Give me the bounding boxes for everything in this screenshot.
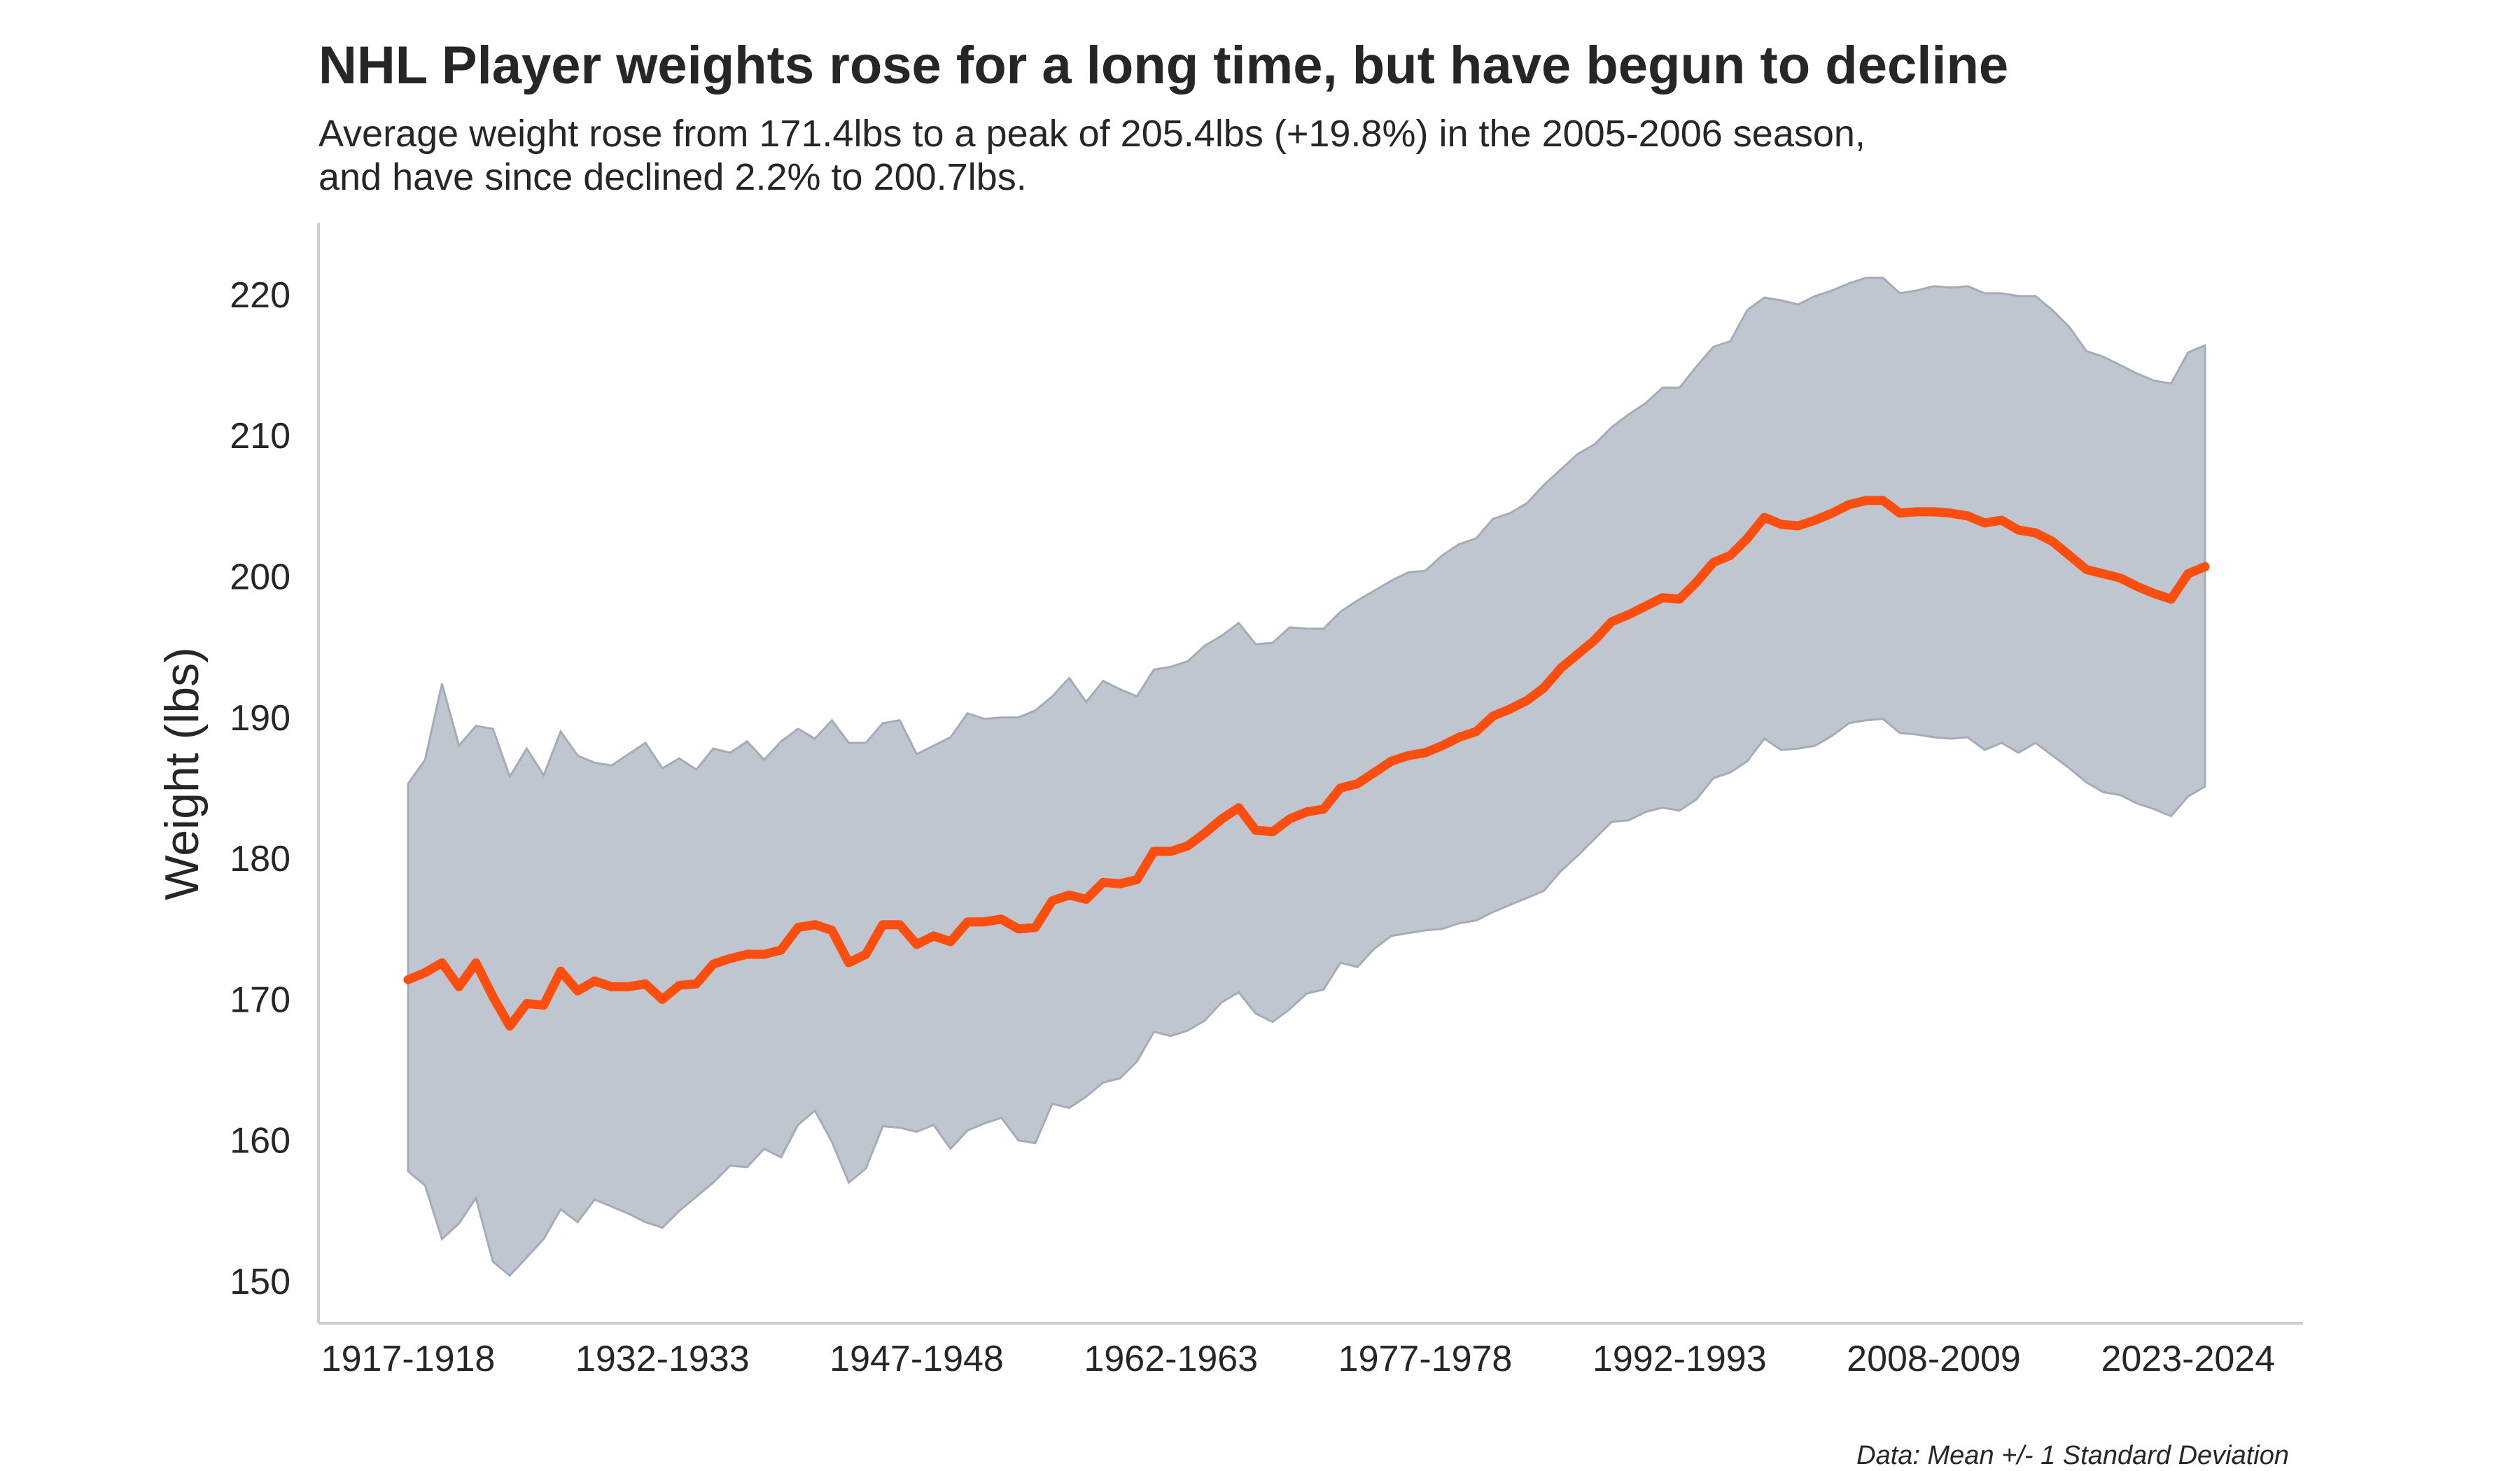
x-tick-label: 1917-1918 <box>321 1339 496 1379</box>
data-footnote: Data: Mean +/- 1 Standard Deviation <box>1856 1441 2289 1470</box>
axes <box>317 223 2303 1325</box>
y-tick-label: 200 <box>230 557 290 598</box>
x-tick-label: 1932-1933 <box>575 1339 750 1379</box>
x-tick-labels: 1917-1918 1932-1933 1947-1948 1962-1963 1977… <box>321 1339 2275 1379</box>
y-tick-label: 180 <box>230 839 290 879</box>
y-tick-labels: 150 160 170 180 190 200 210 220 <box>230 275 290 1302</box>
y-tick-label: 190 <box>230 698 290 739</box>
y-tick-label: 160 <box>230 1121 290 1162</box>
x-tick-label: 2008-2009 <box>1847 1339 2021 1379</box>
x-tick-label: 1992-1993 <box>1592 1339 1767 1379</box>
y-axis-label: Weight (lbs) <box>155 647 209 900</box>
mean-weight-line <box>403 496 2210 1031</box>
x-tick-label: 1947-1948 <box>830 1339 1004 1379</box>
y-tick-label: 220 <box>230 275 290 316</box>
std-dev-band-layer <box>407 277 2206 1277</box>
mean-line-layer <box>403 496 2210 1031</box>
y-tick-label: 150 <box>230 1262 290 1302</box>
chart-subtitle-line-1: Average weight rose from 171.4lbs to a p… <box>318 113 1865 155</box>
y-tick-label: 210 <box>230 416 290 456</box>
x-tick-label: 2023-2024 <box>2101 1339 2275 1379</box>
chart-subtitle-line-2: and have since declined 2.2% to 200.7lbs… <box>318 156 1027 198</box>
x-tick-label: 1962-1963 <box>1084 1339 1258 1379</box>
std-dev-band <box>407 277 2206 1277</box>
y-tick-label: 170 <box>230 979 290 1020</box>
chart-title: NHL Player weights rose for a long time,… <box>318 36 2009 95</box>
x-tick-label: 1977-1978 <box>1338 1339 1513 1379</box>
